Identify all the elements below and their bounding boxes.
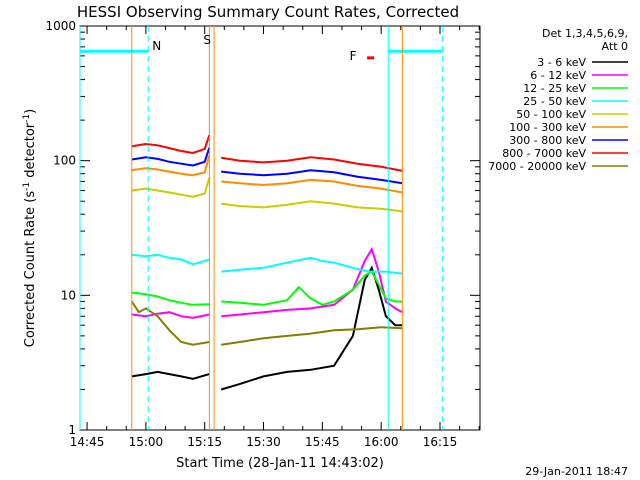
y-tick-label: 1000	[45, 19, 76, 33]
chart-title: HESSI Observing Summary Count Rates, Cor…	[77, 3, 459, 21]
series-line-7-seg2	[221, 156, 403, 172]
timestamp: 29-Jan-2011 18:47	[525, 465, 628, 478]
y-axis-label-part3: )	[23, 109, 38, 114]
x-tick-label: 15:15	[187, 435, 222, 449]
series-line-1-seg2	[221, 246, 403, 318]
x-tick-label: 15:00	[129, 435, 164, 449]
legend-item-label: 7000 - 20000 keV	[488, 160, 586, 173]
marker-label-f: F	[350, 49, 357, 63]
legend-item-label: 300 - 800 keV	[509, 134, 586, 147]
series-line-4-seg1	[131, 177, 211, 198]
marker-label-s: S	[203, 33, 211, 47]
plot-frame	[79, 25, 481, 431]
legend-item-label: 100 - 300 keV	[509, 121, 586, 134]
axis-ticks: 14:45 15:00 15:15 15:30 15:45 16:00 16:15 1 10 10…	[45, 19, 480, 449]
series-line-3-seg1	[131, 253, 210, 266]
y-tick-label: 10	[61, 288, 76, 302]
series-line-4-seg2	[221, 200, 403, 213]
marker-label-n: N	[152, 39, 161, 53]
y-axis-label-sup2: -1	[22, 114, 32, 123]
x-tick-label: 14:45	[70, 435, 105, 449]
legend-title-2: Att 0	[602, 40, 628, 53]
series-line-2-seg2	[221, 270, 403, 306]
series-line-1-seg1	[131, 311, 210, 319]
y-tick-label: 100	[53, 154, 76, 168]
series-line-6-seg1	[131, 147, 211, 167]
series-line-7-seg1	[131, 134, 211, 155]
legend-item-label: 12 - 25 keV	[523, 82, 586, 95]
y-tick-label: 1	[68, 423, 76, 437]
event-markers: N S F	[79, 26, 443, 430]
x-axis-label: Start Time (28-Jan-11 14:43:02)	[176, 456, 384, 471]
x-tick-label: 16:15	[423, 435, 458, 449]
legend-item-label: 50 - 100 keV	[516, 108, 586, 121]
x-tick-label: 15:30	[246, 435, 281, 449]
y-axis-label-part2: detector	[23, 122, 38, 182]
series-line-8-seg1	[130, 300, 210, 346]
legend-item-label: 6 - 12 keV	[530, 69, 586, 82]
data-series	[130, 134, 403, 391]
legend-item-label: 25 - 50 keV	[523, 95, 586, 108]
series-line-0-seg1	[131, 370, 210, 380]
y-axis-label: Corrected Count Rate (s-1 detector-1)	[22, 109, 38, 347]
x-tick-label: 15:45	[305, 435, 340, 449]
series-line-0-seg2	[220, 265, 403, 391]
series-line-5-seg2	[221, 178, 403, 194]
y-axis-label-part1: Corrected Count Rate (s	[23, 191, 38, 348]
series-line-6-seg2	[221, 169, 403, 185]
series-line-3-seg2	[221, 256, 403, 275]
y-axis-label-sup1: -1	[22, 182, 32, 191]
series-line-8-seg2	[221, 326, 403, 346]
legend-item-label: 3 - 6 keV	[537, 56, 586, 69]
legend-title-1: Det 1,3,4,5,6,9,	[542, 27, 628, 40]
legend-item-label: 800 - 7000 keV	[502, 147, 586, 160]
x-tick-label: 16:00	[364, 435, 399, 449]
series-line-2-seg1	[131, 291, 210, 306]
